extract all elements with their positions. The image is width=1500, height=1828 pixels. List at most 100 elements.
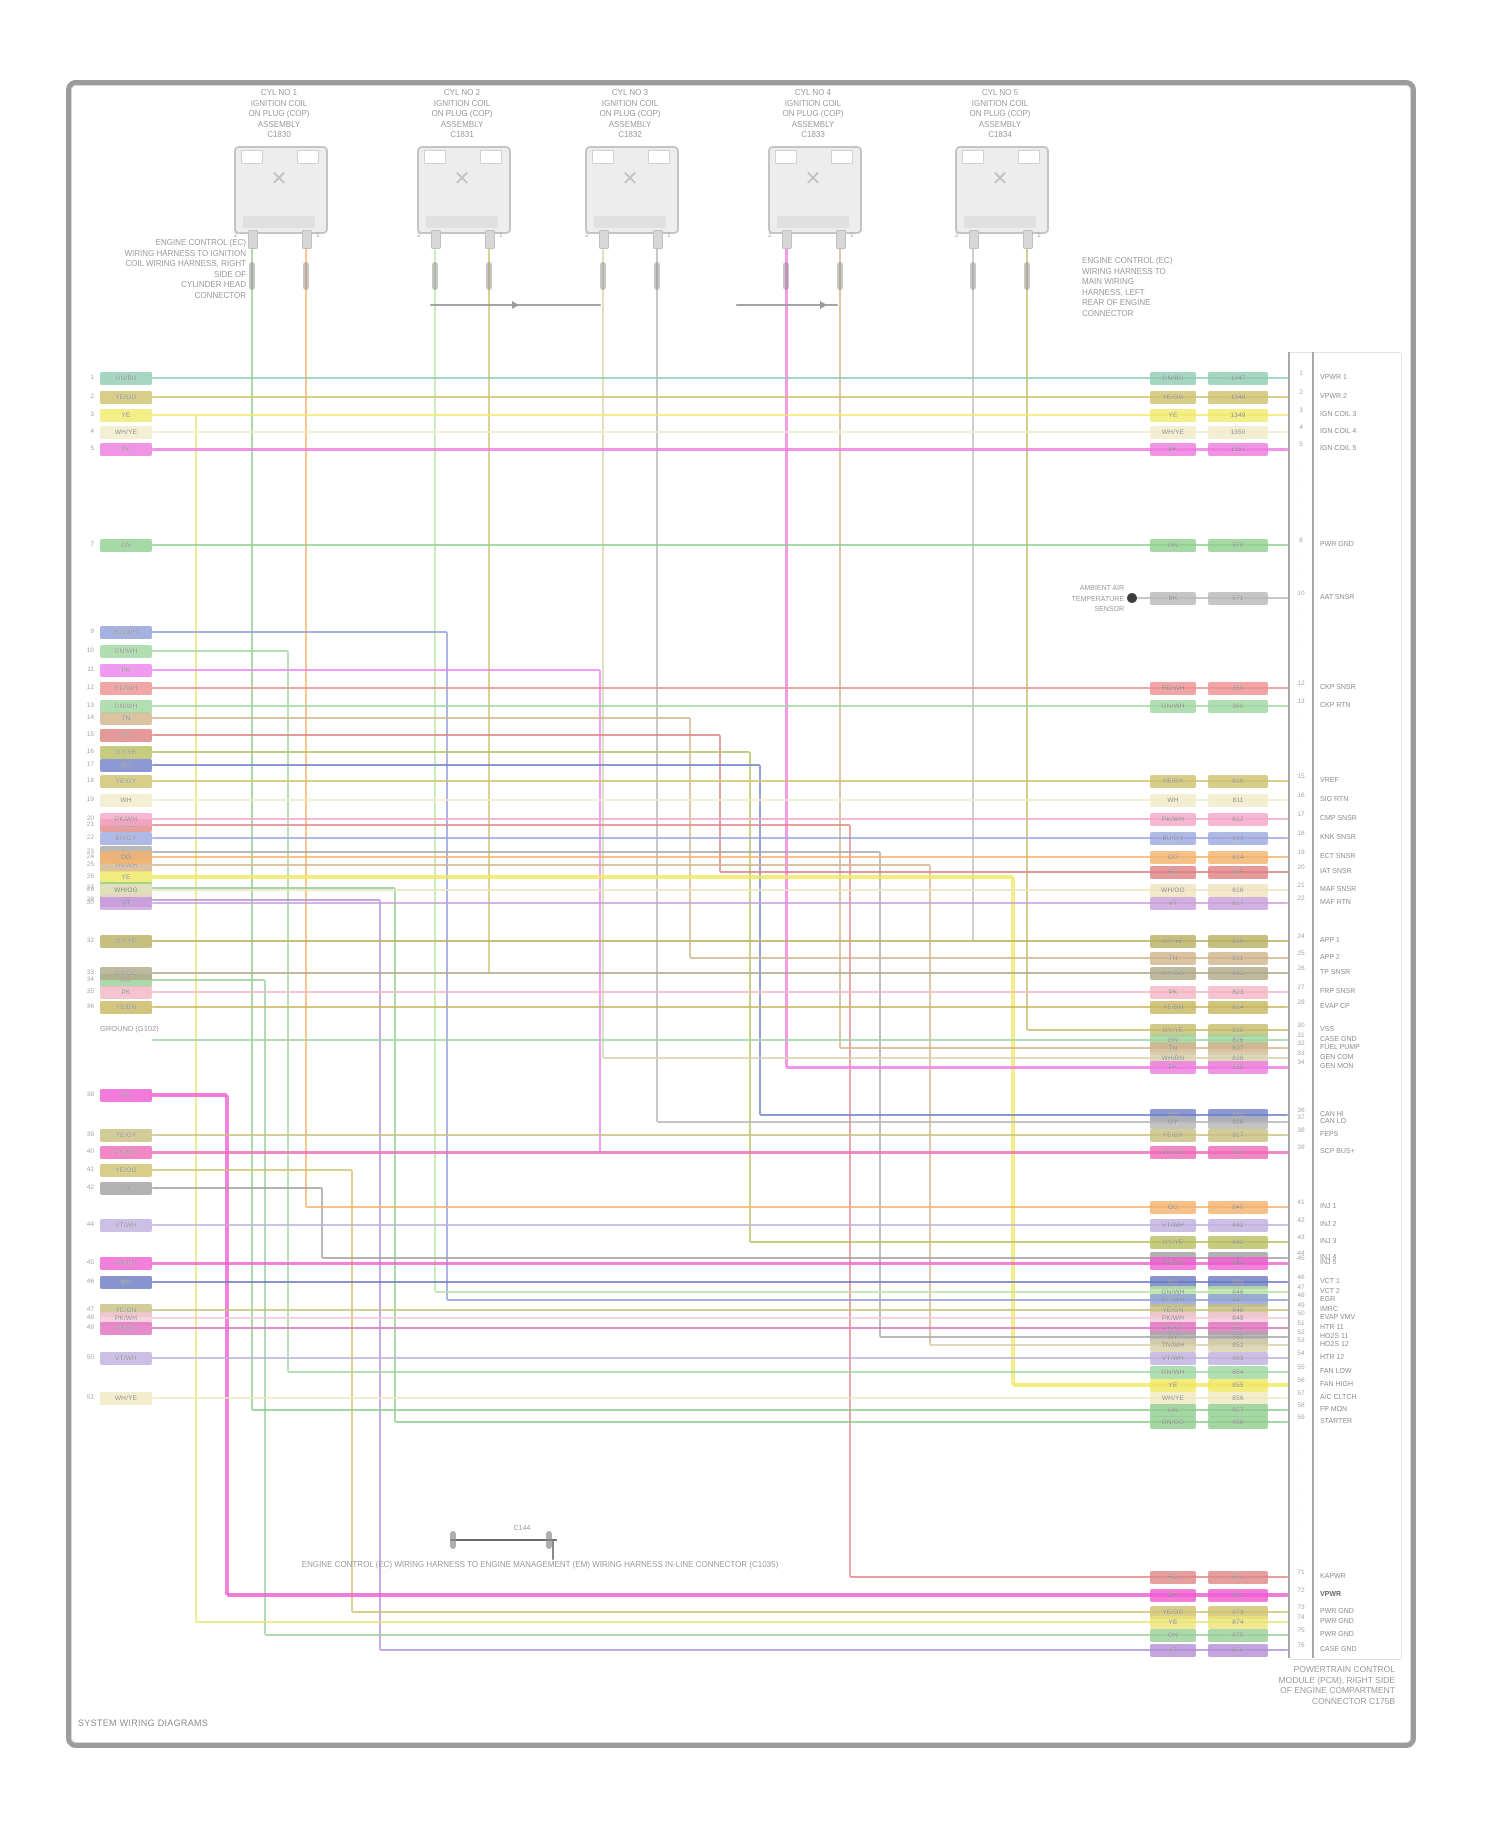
wire-vertical	[434, 247, 436, 1292]
pcm-pin-label: PWR GND	[1320, 1608, 1354, 1615]
bus-spare-pin: ·	[1299, 1486, 1303, 1493]
coil-x-icon: ✕	[453, 168, 471, 190]
wire-vertical	[972, 247, 974, 941]
coil-pin-number: 1	[850, 232, 854, 239]
wire-vertical	[839, 247, 841, 1048]
bus-pin-number: 10	[1297, 590, 1305, 597]
wire-vertical	[879, 852, 881, 1337]
wire-vertical	[602, 247, 604, 1058]
coil-connector-label: C1832	[618, 130, 642, 139]
wire-vertical	[488, 247, 490, 973]
text-block-line: CONNECTOR	[1082, 308, 1134, 318]
left-pin-number: 10	[86, 647, 94, 654]
bus-pin-number: 47	[1297, 1284, 1305, 1291]
pcm-pin-label: FAN LOW	[1320, 1368, 1352, 1375]
pcm-pin-label: EGR	[1320, 1296, 1336, 1303]
wire-code-box: RD/WH	[1150, 681, 1196, 695]
bus-spare-pin: ·	[1299, 608, 1303, 615]
bus-pin-number: 56	[1297, 1377, 1305, 1384]
left-pin-number: 28	[86, 896, 94, 903]
wire-code-box: 813	[1208, 831, 1268, 845]
wire-vertical	[379, 900, 381, 1650]
coil-connector-label: CYL NO 2	[443, 88, 481, 97]
wire-code-box: VT/WH	[1150, 1218, 1196, 1232]
bus-spare-pin: ·	[1299, 644, 1303, 651]
left-pin-number: 27	[86, 884, 94, 891]
wire-vertical	[264, 980, 266, 1635]
coil-pin-stub	[599, 230, 609, 249]
wire-code-box: 847	[1208, 1293, 1268, 1307]
left-pin-number: 48	[86, 1314, 94, 1321]
pcm-pin-label: INJ 4	[1320, 1254, 1337, 1261]
bus-spare-pin: ·	[1299, 1092, 1303, 1099]
wire-code-box: 825	[1208, 1023, 1268, 1037]
bus-pin-number: 27	[1297, 984, 1305, 991]
coil-notch-icon	[241, 150, 263, 164]
wire	[322, 1257, 1288, 1259]
bus-pin-number: 59	[1297, 1414, 1305, 1421]
pcm-pin-label: FEPS	[1320, 1131, 1339, 1138]
bus-pin-number: 75	[1297, 1627, 1305, 1634]
inline-connector-icon	[303, 262, 309, 290]
text-block: ENGINE CONTROL (EC) WIRING HARNESS TO EN…	[300, 1560, 780, 1571]
bus-spare-pin: ·	[1299, 1540, 1303, 1547]
wire	[152, 972, 1288, 974]
coil-connector-label: IGNITION COIL	[433, 98, 491, 108]
text-block-line: AMBIENT AIR	[1079, 585, 1124, 592]
left-pin-number: 30	[86, 899, 94, 906]
pcm-pin-label: ECT SNSR	[1320, 853, 1356, 860]
wire	[435, 1291, 1288, 1293]
wire	[152, 887, 395, 889]
coil-connector-label: C1831	[450, 130, 474, 139]
wire	[152, 824, 850, 826]
sheet-border	[66, 80, 1416, 1748]
wire-code-box: RD	[1150, 1570, 1196, 1584]
bus-pin-number: 52	[1297, 1329, 1305, 1336]
wire-code-box: GN/WH	[1150, 1365, 1196, 1379]
wire-code-box: 827	[1208, 1041, 1268, 1055]
left-pin-number: 49	[86, 1324, 94, 1331]
wire-code-box: 823	[1208, 985, 1268, 999]
wire	[306, 1206, 1288, 1208]
coil-connector-label: CYL NO 5	[981, 88, 1019, 97]
left-pin-number: 5	[90, 445, 94, 452]
wire	[152, 447, 1288, 451]
bus-pin-number: 37	[1297, 1114, 1305, 1121]
wire	[152, 650, 288, 652]
coil-x-icon: ✕	[270, 168, 288, 190]
left-pin-number: 19	[86, 796, 94, 803]
wire-code-box: PK/WH	[100, 1311, 152, 1325]
pcm-pin-label: CKP SNSR	[1320, 684, 1356, 691]
wire-code-box: VT	[1150, 1643, 1196, 1657]
coil-connector-label: CYL NO 4	[794, 88, 832, 97]
wire	[840, 1047, 1288, 1049]
wire	[152, 1327, 1288, 1329]
wire-vertical	[719, 735, 721, 872]
text-block-line: GROUND (G102)	[100, 1024, 159, 1033]
wire	[152, 1150, 1288, 1154]
coil-notch-icon	[775, 150, 797, 164]
coil-base-icon	[964, 216, 1036, 228]
wire	[152, 751, 750, 753]
pcm-pin-label: A/C CLTCH	[1320, 1394, 1357, 1401]
wire-code-box: 570	[1208, 538, 1268, 552]
left-pin-number: 45	[86, 1259, 94, 1266]
left-pin-number: 36	[86, 1003, 94, 1010]
wire-code-box: WH/YE	[1150, 1391, 1196, 1405]
coil-connector-label: IGNITION COIL	[971, 98, 1029, 108]
bus-pin-number: 76	[1297, 1642, 1305, 1649]
bus-line-left	[1288, 352, 1290, 1658]
text-block-line: SIDE OF	[213, 269, 246, 279]
bus-pin-number: 49	[1297, 1302, 1305, 1309]
pcm-pin-label: MAF RTN	[1320, 899, 1351, 906]
bus-pin-number: 42	[1297, 1217, 1305, 1224]
bus-pin-number: 2	[1299, 389, 1303, 396]
pcm-pin-label: GEN MON	[1320, 1063, 1354, 1070]
wire-code-box: TN	[1150, 1041, 1196, 1055]
wire-code-box: 917	[1208, 1128, 1268, 1142]
wire-code-box: 821	[1208, 951, 1268, 965]
wire-code-box: 872	[1208, 1588, 1268, 1602]
bus-spare-pin: ·	[1299, 716, 1303, 723]
pcm-pin-label: CMP SNSR	[1320, 815, 1357, 822]
